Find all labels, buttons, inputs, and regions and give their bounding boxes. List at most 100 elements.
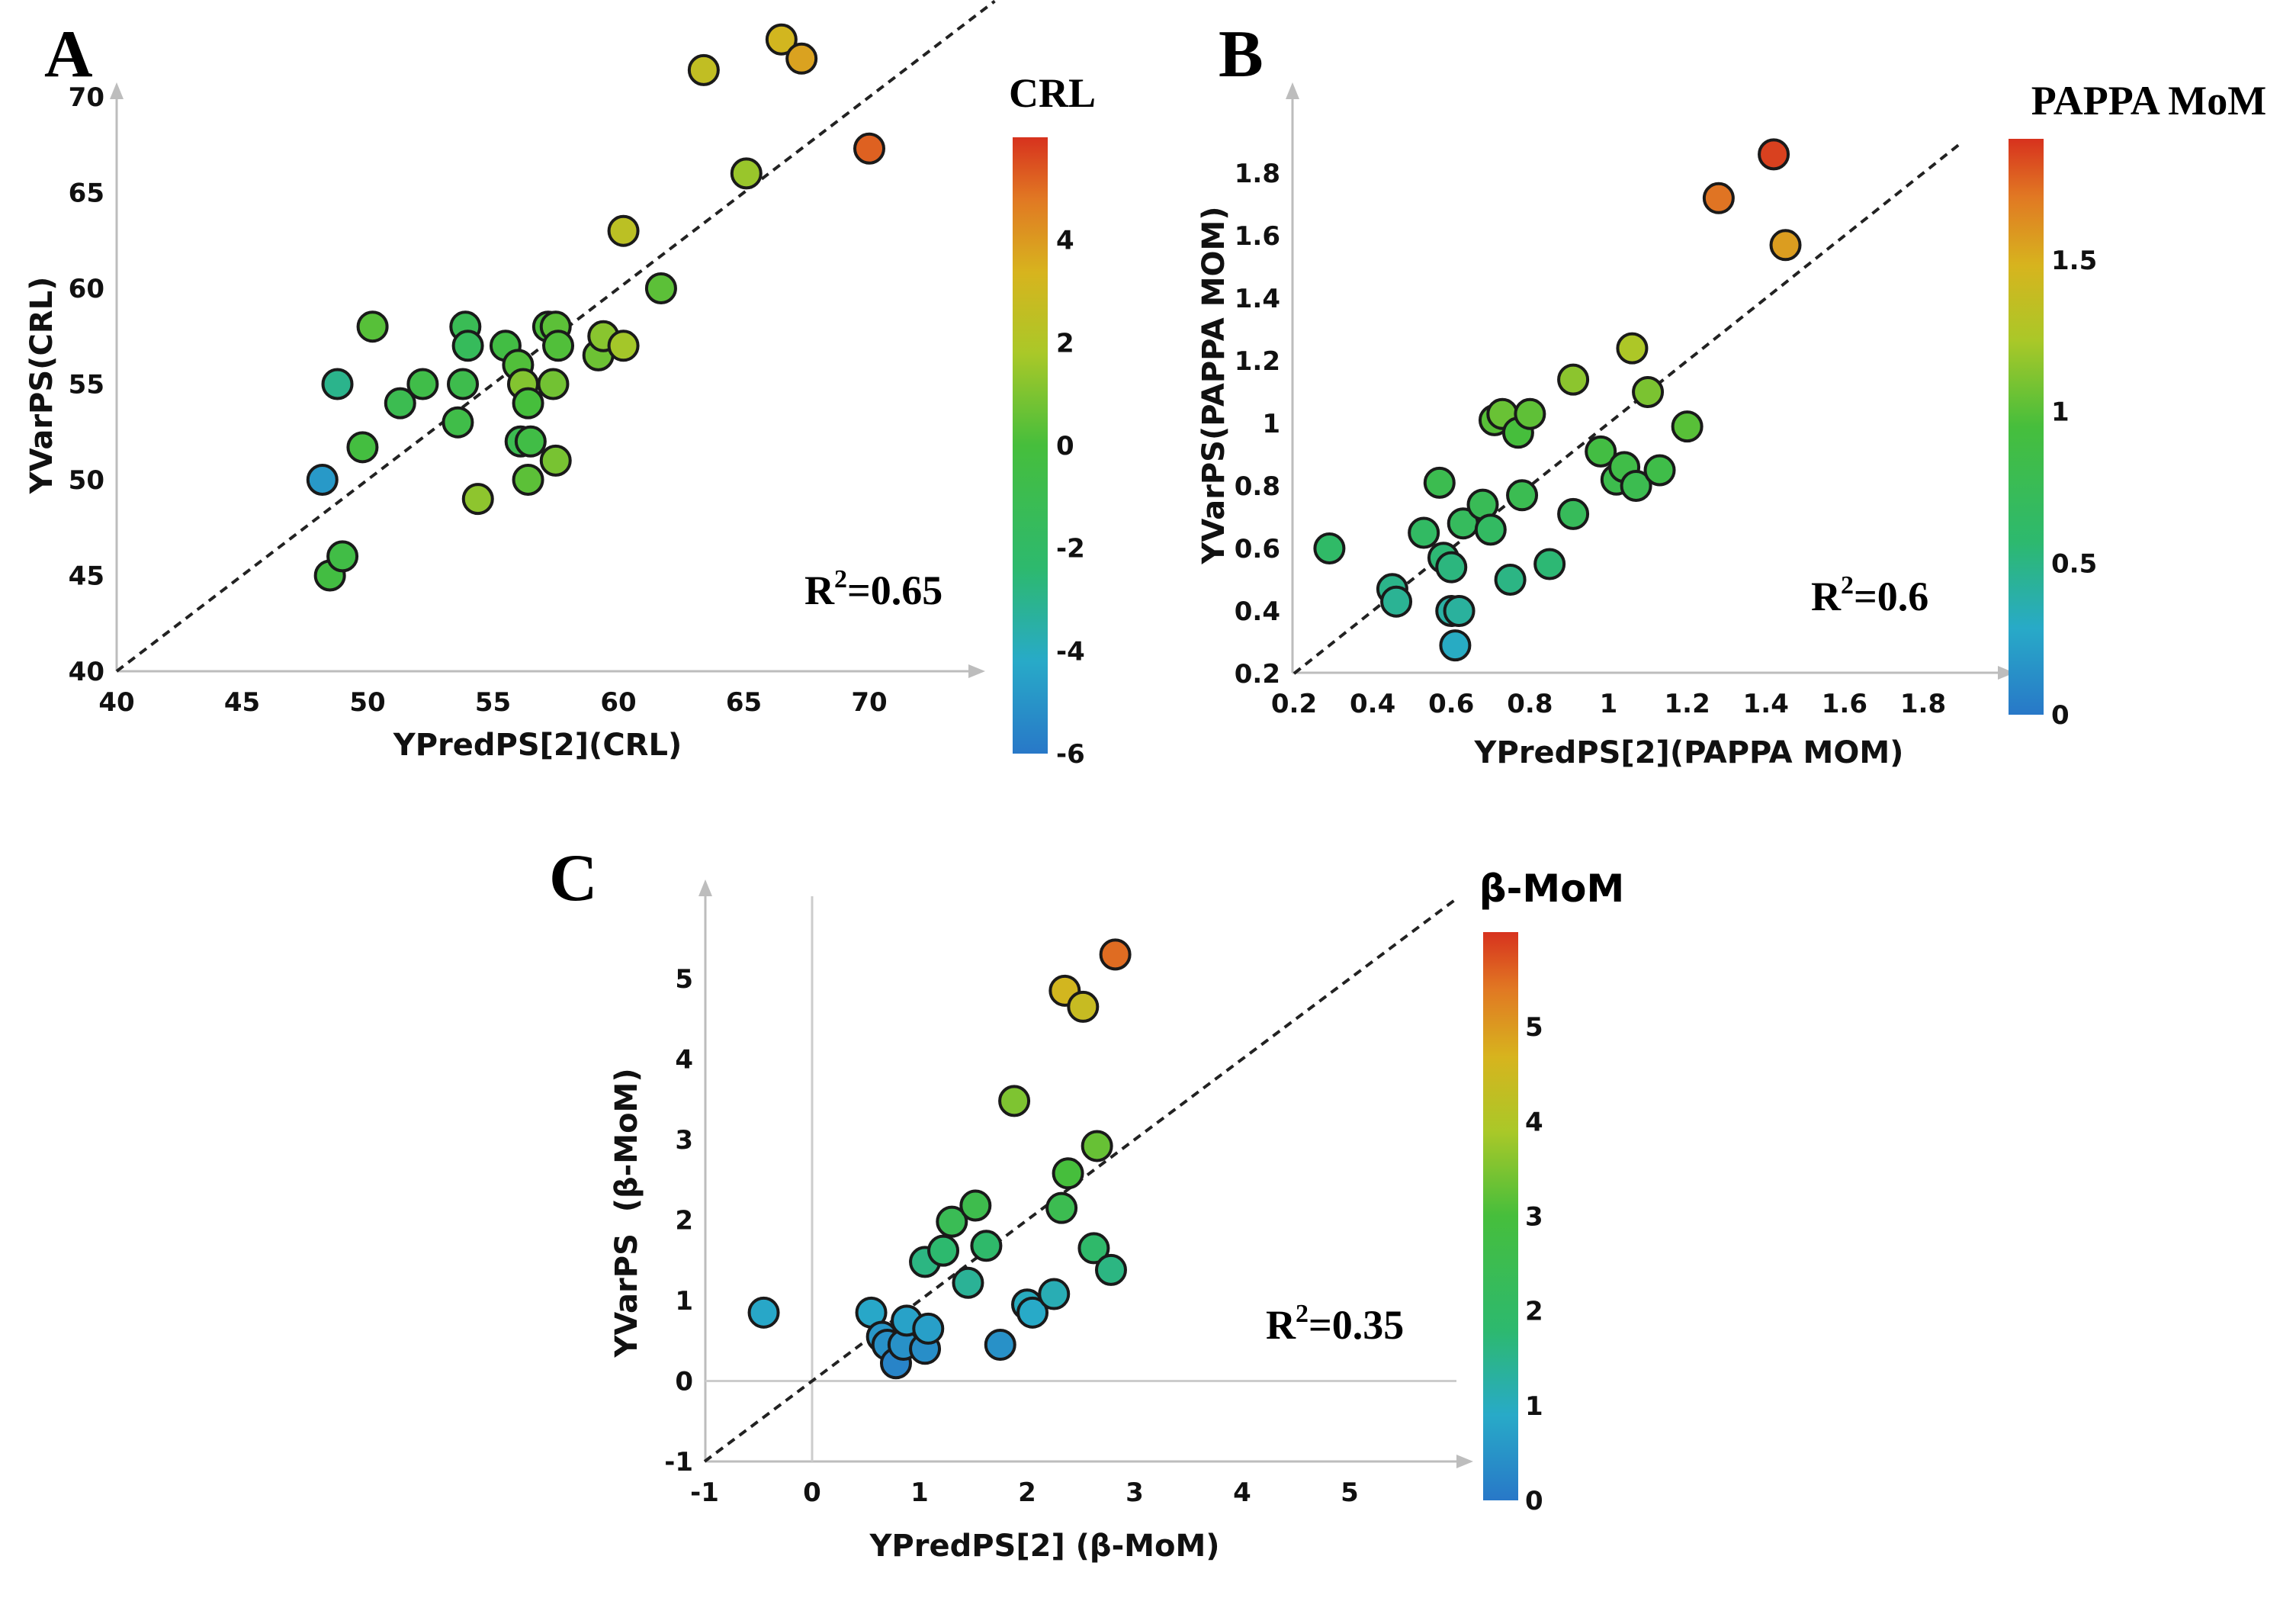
r-squared-annotation: R2=0.6	[1811, 571, 1928, 619]
y-axis-label: YVarPS(PAPPA MOM)	[1196, 206, 1231, 564]
data-point	[1423, 466, 1456, 499]
data-point	[1514, 397, 1546, 430]
colorbar-title: β-MoM	[1479, 867, 1624, 911]
data-point	[785, 42, 818, 75]
data-point	[952, 1266, 984, 1299]
data-point	[984, 1329, 1016, 1362]
identity-line	[1293, 140, 1964, 675]
panel-A: A40 45 50 55 60 65 7040455055606570YPredPS[2](…	[24, 0, 1096, 770]
data-point	[326, 540, 359, 573]
data-point	[1474, 513, 1507, 546]
y-tick-label: 0.2	[1235, 659, 1280, 690]
data-point	[1099, 938, 1132, 971]
panel-letter: A	[44, 18, 93, 92]
data-point	[451, 330, 484, 362]
data-point	[1557, 363, 1590, 396]
data-point	[1380, 585, 1413, 618]
data-point	[1769, 229, 1802, 262]
panel-B: B 0.2 0.4 0.6 0.8 1 1.2 1.4 1.6 1.8 0.2 0.4 0.6 0.8 1 1…	[1196, 18, 2266, 770]
x-tick-label: 4	[1233, 1477, 1251, 1508]
data-point	[1585, 435, 1617, 468]
x-tick-label: 70	[851, 687, 887, 718]
x-tick-label: 1.2	[1665, 689, 1710, 719]
data-point	[1557, 497, 1590, 530]
y-axis-label: YVarPS (β-MoM)	[609, 1068, 644, 1358]
data-point	[1408, 516, 1440, 549]
x-tick-label: 1.6	[1822, 689, 1867, 719]
data-point	[1077, 1232, 1110, 1265]
colorbar	[2009, 139, 2044, 715]
y-tick-label: 1.6	[1235, 221, 1280, 252]
data-point	[927, 1234, 960, 1267]
data-point	[959, 1189, 992, 1222]
data-point	[1435, 551, 1468, 584]
x-tick-label: 3	[1126, 1477, 1144, 1508]
data-point	[730, 157, 763, 190]
r-squared-prefix: R	[1266, 1302, 1296, 1348]
colorbar-tick-label: 1	[2051, 397, 2070, 428]
data-point	[1052, 1157, 1084, 1190]
y-tick-label: 40	[69, 657, 104, 687]
data-point	[1632, 376, 1665, 408]
x-axis-label: YPredPS[2] (β-MoM)	[869, 1529, 1219, 1564]
data-point	[1620, 470, 1652, 502]
colorbar-title: CRL	[1009, 70, 1096, 116]
data-point	[461, 483, 494, 516]
data-point	[1616, 332, 1649, 365]
x-tick-label: 5	[1341, 1477, 1359, 1508]
colorbar	[1013, 137, 1048, 754]
data-point	[1494, 564, 1527, 596]
data-point	[1443, 595, 1476, 627]
x-tick-label: 1	[1600, 689, 1618, 719]
data-point	[607, 214, 640, 247]
y-tick-label: 2	[675, 1206, 693, 1236]
y-axis-arrow-icon	[698, 879, 712, 896]
data-point	[765, 23, 798, 56]
colorbar-tick-label: -2	[1056, 534, 1085, 564]
colorbar-tick-label: 0	[1056, 431, 1074, 461]
data-point	[321, 368, 354, 400]
x-axis-label: YPredPS[2](PAPPA MOM)	[1474, 735, 1904, 770]
r-squared-prefix: R	[804, 567, 835, 613]
x-tick-label: 0.4	[1350, 689, 1395, 719]
y-tick-label: 5	[675, 964, 693, 995]
y-axis-arrow-icon	[110, 82, 124, 99]
y-tick-label: 0.4	[1235, 596, 1280, 627]
x-tick-label: 55	[475, 687, 511, 718]
data-point	[346, 431, 379, 464]
data-point	[356, 310, 389, 343]
y-tick-label: 4	[675, 1045, 693, 1076]
y-tick-label: 0.8	[1235, 471, 1280, 502]
y-tick-label: 50	[69, 465, 104, 496]
x-tick-label: 60	[600, 687, 636, 718]
data-point	[970, 1230, 1003, 1262]
colorbar-tick-label: 4	[1056, 226, 1074, 256]
r-squared-sup: 2	[834, 565, 847, 593]
y-tick-label: 1.8	[1235, 159, 1280, 189]
colorbar-tick-label: 1.5	[2051, 246, 2097, 276]
x-tick-label: 1.8	[1900, 689, 1946, 719]
r-squared-value: =0.6	[1854, 574, 1928, 619]
data-point	[936, 1205, 968, 1238]
colorbar-tick-label: 0	[2051, 700, 2070, 731]
x-axis-arrow-icon	[1456, 1455, 1473, 1468]
data-point	[1506, 479, 1539, 512]
x-tick-label: 0.6	[1428, 689, 1474, 719]
data-point	[1067, 990, 1100, 1023]
x-axis-arrow-icon	[968, 664, 985, 678]
colorbar-tick-label: 4	[1525, 1107, 1543, 1137]
colorbar-tick-label: -6	[1056, 739, 1085, 770]
data-point	[747, 1296, 780, 1329]
r-squared-sup: 2	[1841, 571, 1854, 600]
data-point	[539, 444, 572, 477]
y-axis-label: YVarPS(CRL)	[24, 277, 59, 495]
panel-letter: B	[1219, 18, 1264, 92]
data-point	[447, 368, 480, 400]
colorbar-tick-label: 2	[1525, 1297, 1543, 1327]
colorbar-tick-label: 3	[1525, 1202, 1543, 1233]
colorbar-tick-label: 0	[1525, 1486, 1543, 1516]
x-tick-label: 40	[98, 687, 134, 718]
y-tick-label: 0.6	[1235, 534, 1280, 564]
colorbar-title: PAPPA MoM	[2031, 78, 2266, 124]
